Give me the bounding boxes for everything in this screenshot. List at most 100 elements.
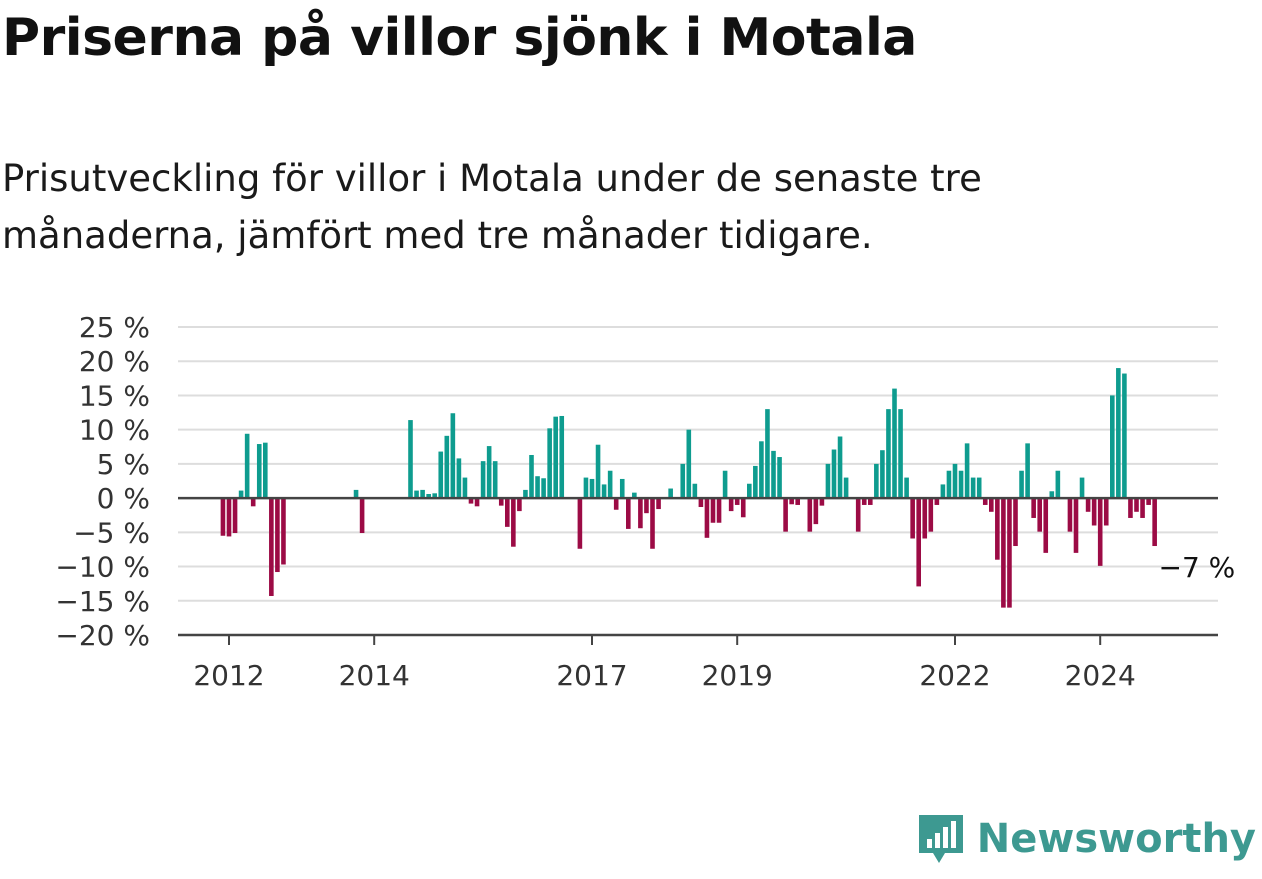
bar xyxy=(256,444,262,499)
chart-subtitle: Prisutveckling för villor i Motala under… xyxy=(2,157,982,257)
bar xyxy=(916,498,921,587)
y-tick-label: 20 % xyxy=(79,345,150,378)
bar xyxy=(1140,498,1145,518)
bar xyxy=(698,498,704,508)
bar xyxy=(529,454,534,499)
bar xyxy=(1152,498,1157,547)
bar xyxy=(777,457,782,499)
x-tick-label: 2014 xyxy=(339,659,410,692)
bar xyxy=(934,498,940,505)
bar xyxy=(904,477,909,499)
bar xyxy=(789,498,794,505)
bar xyxy=(855,498,861,532)
bar xyxy=(910,498,915,539)
bar xyxy=(952,463,958,499)
x-tick-label: 2022 xyxy=(919,659,990,692)
bar xyxy=(940,484,946,499)
bar xyxy=(523,489,528,499)
bar xyxy=(716,498,722,523)
bar xyxy=(874,463,879,499)
bar xyxy=(517,498,522,512)
bar xyxy=(619,478,625,499)
x-tick-label: 2024 xyxy=(1065,659,1136,692)
axes xyxy=(178,496,1218,637)
bar xyxy=(710,498,716,523)
bar xyxy=(1043,498,1049,553)
y-tick-label: −20 % xyxy=(55,619,150,652)
y-tick-label: 0 % xyxy=(97,482,150,515)
bar xyxy=(613,498,619,510)
x-axis-labels: 2012 2014 2017 2019 2022 2024 xyxy=(193,635,1136,692)
bar xyxy=(281,498,286,565)
bar xyxy=(426,494,431,499)
bar xyxy=(1097,498,1103,566)
x-tick-label: 2019 xyxy=(702,659,773,692)
bar xyxy=(601,484,607,499)
bar xyxy=(1013,498,1018,547)
bar xyxy=(577,498,583,549)
y-tick-label: 25 % xyxy=(79,311,150,344)
chart-title: Priserna på villor sjönk i Motala xyxy=(2,8,917,68)
bar xyxy=(638,498,643,529)
bar xyxy=(1025,443,1030,499)
y-tick-label: −10 % xyxy=(55,551,150,584)
bar xyxy=(263,442,268,499)
bar xyxy=(722,470,728,499)
brand-name: Newsworthy xyxy=(976,816,1256,862)
bar xyxy=(765,409,770,499)
bar xyxy=(989,498,994,512)
bar xyxy=(759,441,764,499)
bar xyxy=(807,498,813,532)
bar xyxy=(1134,498,1139,512)
bar xyxy=(958,470,964,499)
x-tick-label: 2017 xyxy=(556,659,627,692)
bar xyxy=(468,498,474,504)
bar xyxy=(275,498,280,573)
bar xyxy=(668,488,673,499)
y-tick-label: −15 % xyxy=(55,585,150,618)
bar xyxy=(995,498,1000,560)
bar xyxy=(692,483,698,499)
bar xyxy=(444,435,450,499)
bar xyxy=(886,409,891,499)
bar xyxy=(928,498,934,532)
bar xyxy=(1001,498,1006,608)
bar xyxy=(771,450,776,499)
bar xyxy=(414,490,419,499)
newsworthy-logo-icon xyxy=(918,815,963,863)
bar xyxy=(462,477,468,499)
bar xyxy=(238,490,244,499)
bar xyxy=(535,476,540,499)
bar xyxy=(1055,470,1061,499)
y-tick-label: 5 % xyxy=(97,448,150,481)
bar xyxy=(753,465,758,499)
bar xyxy=(982,498,988,505)
bar xyxy=(970,477,976,499)
bar xyxy=(353,489,359,499)
bar xyxy=(1085,498,1091,512)
bar xyxy=(450,413,456,499)
bar xyxy=(734,498,740,505)
bar xyxy=(541,478,546,499)
bar xyxy=(220,498,226,536)
bar xyxy=(868,498,873,505)
bar xyxy=(1007,498,1012,608)
bar xyxy=(511,498,516,547)
bar xyxy=(632,492,637,499)
bar xyxy=(486,446,492,499)
bar xyxy=(456,458,462,499)
bar xyxy=(976,477,982,499)
gridlines xyxy=(178,326,1218,602)
bar xyxy=(747,483,752,499)
bar xyxy=(408,420,413,499)
bar xyxy=(964,443,970,499)
bar xyxy=(1073,498,1079,553)
bar xyxy=(1049,491,1055,499)
bar xyxy=(432,493,437,499)
bar xyxy=(595,444,601,499)
bar xyxy=(559,415,565,499)
bar xyxy=(831,449,837,499)
bar xyxy=(1091,498,1097,526)
bar xyxy=(250,498,256,507)
bar xyxy=(650,498,655,549)
